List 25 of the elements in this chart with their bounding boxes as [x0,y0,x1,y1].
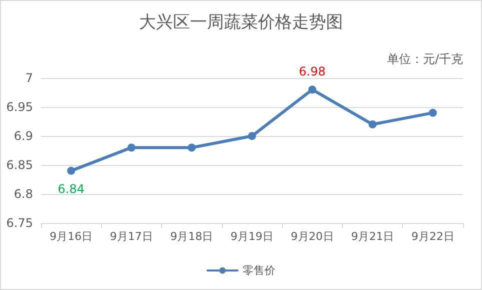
x-tick-label: 9月22日 [411,230,454,243]
x-tick-label: 9月21日 [351,230,394,243]
y-tick-label: 7 [25,71,33,85]
legend-label: 零售价 [242,264,276,277]
x-tick-label: 9月20日 [290,230,334,243]
x-tick-label: 9月19日 [230,230,274,243]
point [248,132,256,140]
y-tick-label: 6.9 [14,129,33,143]
text: 单位：元/千克 [386,52,464,66]
y-tick-label: 6.75 [6,216,33,230]
x-tick-label: 9月16日 [50,230,93,243]
y-tick-label: 6.8 [14,187,33,201]
point [127,144,136,152]
point [308,86,316,94]
data-label: 6.98 [298,64,326,79]
point [188,144,196,152]
y-tick-label: 6.95 [6,100,33,114]
data-label: 6.84 [58,182,84,196]
point [428,108,437,117]
point [67,166,76,175]
y-tick-label: 6.85 [6,158,33,172]
point [368,120,377,128]
x-tick-label: 9月17日 [110,230,153,243]
chart-title: 大兴区一周蔬菜价格走势图 [139,12,343,32]
x-tick-label: 9月18日 [170,230,214,243]
